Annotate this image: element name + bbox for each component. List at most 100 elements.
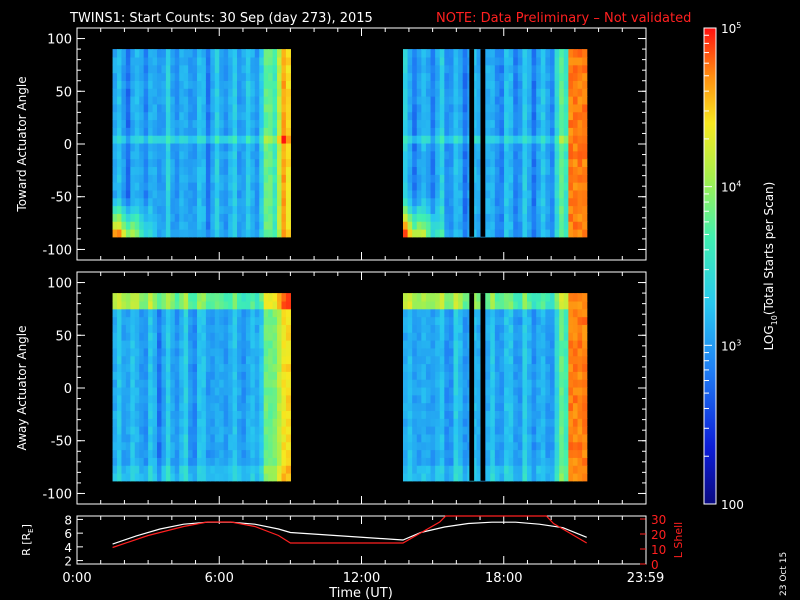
- heatmap-cell: [281, 472, 287, 482]
- heatmap-cell: [179, 363, 185, 372]
- heatmap-cell: [268, 135, 274, 144]
- heatmap-cell: [285, 189, 291, 199]
- heatmap-cell: [527, 418, 533, 427]
- heatmap-cell: [563, 88, 569, 97]
- heatmap-cell: [210, 127, 216, 136]
- heatmap-cell: [439, 363, 445, 372]
- heatmap-cell: [494, 363, 501, 372]
- heatmap-cell: [192, 119, 198, 128]
- heatmap-cell: [117, 379, 123, 388]
- heatmap-cell: [513, 394, 519, 404]
- heatmap-cell: [139, 197, 145, 207]
- heatmap-cell: [250, 465, 256, 474]
- heatmap-cell: [130, 213, 136, 222]
- heatmap-cell: [554, 189, 560, 199]
- heatmap-cell: [504, 355, 510, 365]
- heatmap-cell: [577, 142, 583, 152]
- heatmap-cell: [508, 293, 514, 302]
- heatmap-cell: [407, 213, 413, 222]
- toward-angle-label: Toward Actuator Angle: [15, 76, 29, 212]
- heatmap-cell: [545, 103, 551, 113]
- heatmap-cell: [148, 347, 154, 357]
- heatmap-cell: [214, 80, 220, 89]
- heatmap-cell: [453, 166, 459, 175]
- heatmap-cell: [232, 96, 238, 105]
- heatmap-cell: [462, 72, 468, 81]
- heatmap-cell: [143, 150, 149, 160]
- heatmap-cell: [277, 316, 283, 325]
- heatmap-cell: [250, 64, 256, 74]
- heatmap-cell: [277, 363, 283, 372]
- heatmap-cell: [134, 221, 140, 230]
- heatmap-cell: [205, 96, 211, 105]
- heatmap-cell: [117, 371, 123, 380]
- heatmap-cell: [205, 142, 211, 152]
- heatmap-cell: [485, 332, 491, 341]
- heatmap-cell: [241, 379, 247, 388]
- heatmap-cell: [522, 300, 528, 310]
- heatmap-cell: [453, 426, 459, 435]
- heatmap-cell: [197, 197, 203, 207]
- heatmap-cell: [439, 433, 445, 443]
- heatmap-cell: [174, 457, 180, 466]
- heatmap-cell: [263, 379, 269, 388]
- heatmap-cell: [174, 324, 180, 333]
- heatmap-cell: [531, 64, 537, 74]
- heatmap-cell: [416, 150, 422, 160]
- heatmap-cell: [402, 332, 409, 341]
- heatmap-cell: [458, 111, 464, 121]
- heatmap-cell: [170, 127, 176, 136]
- heatmap-cell: [188, 308, 194, 318]
- heatmap-cell: [531, 142, 537, 152]
- heatmap-cell: [458, 293, 464, 302]
- heatmap-cell: [148, 371, 154, 380]
- heatmap-cell: [241, 221, 247, 230]
- heatmap-cell: [197, 426, 203, 435]
- heatmap-cell: [237, 355, 243, 365]
- heatmap-cell: [458, 80, 464, 89]
- heatmap-cell: [508, 64, 514, 74]
- heatmap-cell: [134, 379, 140, 388]
- heatmap-cell: [117, 182, 123, 191]
- heatmap-cell: [188, 324, 194, 333]
- heatmap-cell: [435, 174, 441, 183]
- heatmap-cell: [416, 418, 422, 427]
- heatmap-cell: [513, 56, 519, 66]
- heatmap-cell: [285, 96, 291, 105]
- heatmap-cell: [170, 103, 176, 113]
- heatmap-cell: [412, 316, 418, 325]
- heatmap-cell: [170, 308, 176, 318]
- heatmap-cell: [188, 80, 194, 89]
- heatmap-cell: [232, 49, 238, 58]
- heatmap-cell: [245, 56, 251, 66]
- heatmap-cell: [536, 150, 542, 160]
- heatmap-cell: [471, 363, 478, 372]
- heatmap-cell: [430, 457, 436, 466]
- heatmap-cell: [174, 441, 180, 451]
- heatmap-cell: [152, 394, 158, 404]
- heatmap-cell: [197, 316, 203, 325]
- heatmap-cell: [112, 472, 118, 482]
- heatmap-cell: [197, 332, 203, 341]
- heatmap-cell: [117, 197, 123, 207]
- heatmap-cell: [416, 457, 422, 466]
- heatmap-cell: [568, 355, 574, 365]
- heatmap-cell: [143, 449, 149, 458]
- heatmap-cell: [228, 221, 234, 230]
- heatmap-cell: [412, 433, 418, 443]
- heatmap-cell: [554, 293, 560, 302]
- heatmap-cell: [531, 96, 537, 105]
- heatmap-cell: [228, 402, 234, 412]
- heatmap-cell: [425, 80, 432, 89]
- heatmap-cell: [416, 371, 422, 380]
- heatmap-cell: [285, 213, 291, 222]
- heatmap-cell: [143, 402, 149, 412]
- heatmap-cell: [125, 111, 131, 121]
- heatmap-cell: [117, 189, 123, 199]
- heatmap-cell: [577, 340, 583, 349]
- heatmap-cell: [425, 426, 432, 435]
- heatmap-cell: [205, 371, 211, 380]
- heatmap-cell: [272, 127, 278, 136]
- heatmap-cell: [494, 449, 501, 458]
